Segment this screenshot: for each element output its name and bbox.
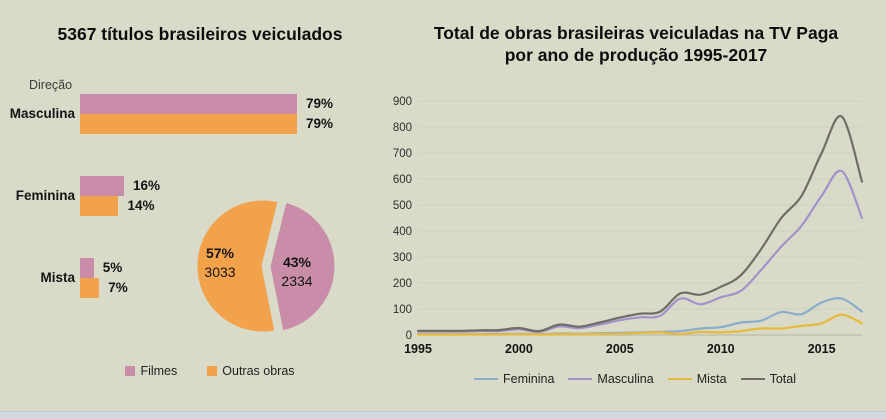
- legend-swatch: [568, 377, 593, 381]
- pie-count-filmes: 2334: [281, 273, 313, 289]
- y-tick-label: 200: [393, 278, 412, 290]
- y-tick-label: 700: [393, 148, 412, 160]
- right-chart-title: Total de obras brasileiras veiculadas na…: [396, 22, 876, 66]
- bar-value-label: 16%: [132, 178, 160, 193]
- legend-item-outras-obras: Outras obras: [207, 364, 295, 378]
- legend-label: Feminina: [503, 372, 555, 386]
- legend-swatch: [667, 377, 692, 381]
- pie-pct-outras: 57%: [205, 245, 235, 261]
- legend-label: Total: [769, 372, 796, 386]
- left-chart-title: 5367 títulos brasileiros veiculados: [57, 24, 343, 44]
- bar-feminina-filmes: [80, 176, 124, 196]
- bar-masculina-filmes: [80, 94, 297, 114]
- bar-value-label: 7%: [108, 280, 128, 295]
- line-series-masculina: [416, 169, 864, 334]
- x-tick-label: 2000: [505, 342, 533, 356]
- legend-swatch: [207, 366, 218, 376]
- x-tick-label: 2015: [808, 342, 836, 356]
- bar-masculina-outras-obras: [80, 114, 297, 134]
- right-chart-title-line2: por ano de produção 1995-2017: [504, 45, 768, 65]
- legend-label: Masculina: [597, 372, 654, 386]
- bottom-window-edge: [0, 411, 886, 419]
- y-tick-label: 100: [393, 304, 412, 316]
- pie-slice-label-filmes: 43% 2334: [281, 253, 312, 291]
- bar-mista-filmes: [80, 258, 94, 278]
- pie-pct-filmes: 43%: [282, 254, 312, 270]
- legend-swatch: [474, 377, 498, 381]
- bar-value-label: 79%: [306, 116, 334, 131]
- pie-slice-outras: [194, 197, 281, 335]
- right-chart-title-line1: Total de obras brasileiras veiculadas na…: [433, 23, 839, 43]
- legend-item-masculina: Masculina: [568, 372, 654, 386]
- y-tick-label: 500: [393, 200, 412, 212]
- y-tick-label: 0: [406, 330, 412, 342]
- pie-chart: [194, 197, 338, 335]
- right-legend: Feminina Masculina Mista Total: [398, 372, 872, 386]
- bar-feminina-outras-obras: [80, 196, 119, 216]
- line-series-total: [416, 115, 864, 333]
- legend-item-mista: Mista: [667, 372, 727, 386]
- pie-count-outras: 3033: [204, 264, 236, 280]
- x-tick-label: 2010: [707, 342, 735, 356]
- bar-mista-outras-obras: [80, 278, 100, 298]
- direcao-axis-label: Direção: [29, 78, 73, 92]
- legend-item-filmes: Filmes: [125, 364, 177, 378]
- bar-chart: Masculina 79% 79% Feminina 16% 14% Mista 5% 7%: [0, 0, 390, 320]
- bar-value-label: 5%: [102, 260, 123, 275]
- bar-category-label-mista: Mista: [40, 270, 75, 285]
- bar-category-label-feminina: Feminina: [15, 188, 75, 203]
- bar-value-label: 14%: [127, 198, 155, 213]
- legend-label: Mista: [696, 372, 727, 386]
- legend-label: Outras obras: [222, 364, 295, 378]
- legend-item-total: Total: [740, 372, 796, 386]
- bar-category-label-masculina: Masculina: [9, 106, 75, 121]
- legend-swatch: [125, 366, 136, 376]
- legend-item-feminina: Feminina: [474, 372, 554, 386]
- y-tick-label: 400: [393, 226, 412, 238]
- line-chart: 0 100 200 300 400 500 600 700 800 900 1995 2000 2005…: [393, 96, 864, 356]
- bar-value-label: 79%: [306, 96, 334, 111]
- line-series-mista: [416, 313, 864, 336]
- legend-swatch: [740, 377, 765, 381]
- x-tick-label: 1995: [404, 342, 432, 356]
- pie-slice-filmes: [267, 199, 338, 334]
- left-legend: Filmes Outras obras: [20, 364, 400, 378]
- x-tick-label: 2005: [606, 342, 634, 356]
- y-tick-label: 300: [393, 252, 412, 264]
- y-tick-label: 800: [393, 122, 412, 134]
- pie-slice-label-outras: 57% 3033: [204, 244, 235, 282]
- y-tick-label: 900: [393, 96, 412, 108]
- legend-label: Filmes: [140, 364, 178, 378]
- y-tick-label: 600: [393, 174, 412, 186]
